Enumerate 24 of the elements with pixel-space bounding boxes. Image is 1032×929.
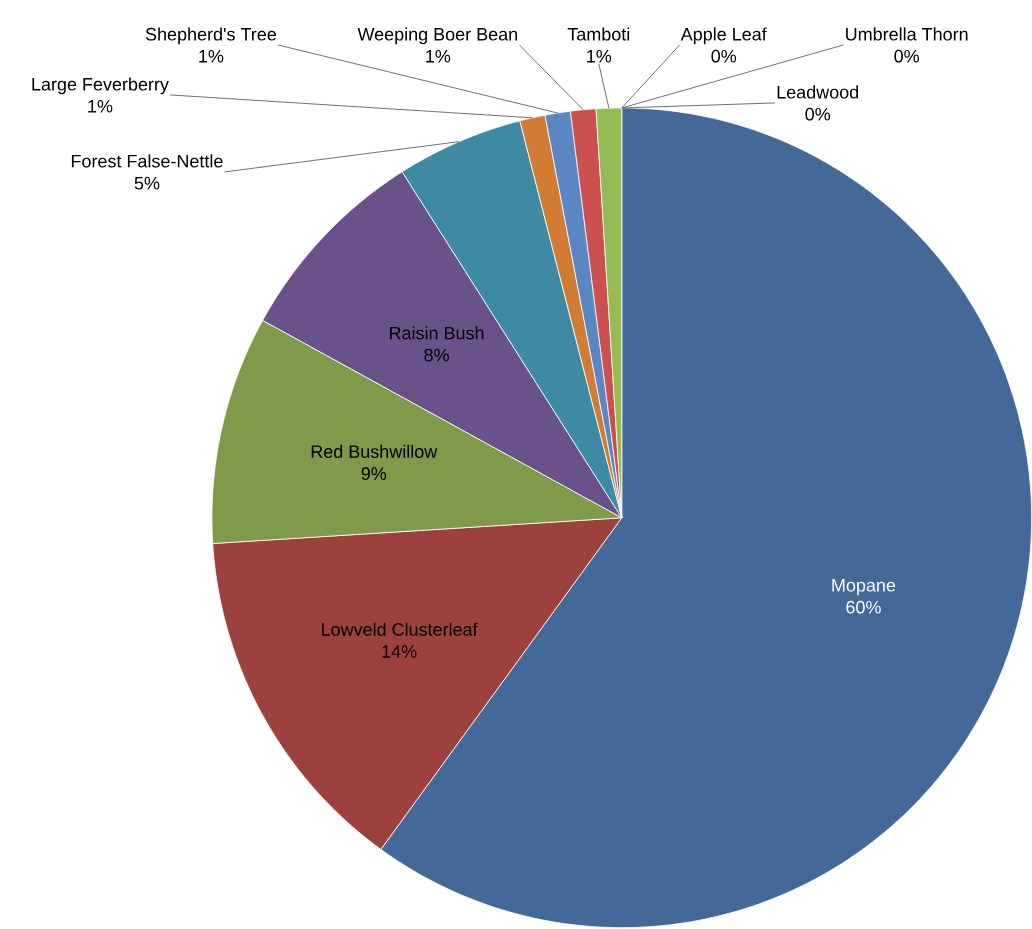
data-label: 1% [199,50,224,63]
slice-label: Red Bushwillow [311,444,438,459]
data-label: 8% [424,348,449,362]
data-label: 1% [587,50,612,63]
category-label: Apple Leaf [680,27,767,45]
slice-label: Tamboti [567,27,630,41]
category-label: Leadwood [777,85,859,99]
data-label: 1% [426,50,451,63]
text: 0% [805,107,831,121]
text: 0% [711,50,737,63]
data-label: 5% [134,177,160,190]
slice-label: Raisin Bush [390,326,484,340]
slice-label: Large Feverberry [32,77,169,95]
data-label: 1% [88,100,113,113]
category-label: Umbrella Thorn [846,27,968,41]
data-label: 9% [361,467,387,481]
data-label: 14% [382,645,417,658]
slice-label: Shepherd's Tree [145,27,277,45]
slice-label: Weeping Boer Bean [357,27,517,45]
slice-label: Forest False-Nettle [71,154,223,168]
slice-label: Mopane [832,579,896,596]
data-label: 60% [846,601,881,614]
slice-label: Lowveld Clusterleaf [322,622,478,637]
text: 0% [894,50,920,63]
